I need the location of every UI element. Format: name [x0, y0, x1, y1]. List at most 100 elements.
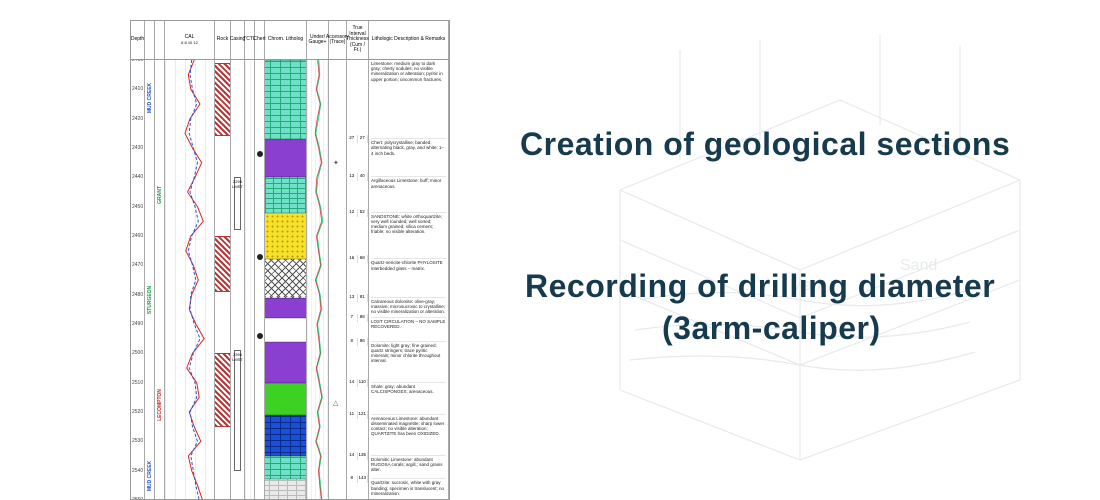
track-thickness: 2727 1340 1252 1668 1381 788 896 14110 11121 1413… — [347, 60, 369, 499]
headline-diameter: Recording of drilling diameter — [525, 268, 995, 305]
depth-tick: 2430 — [132, 145, 143, 151]
thickness-row: 896 — [347, 338, 368, 346]
litho-cell — [265, 60, 306, 139]
litho-cell — [265, 342, 306, 383]
litho-remark: Limestone: medium gray to dark gray; che… — [371, 60, 446, 139]
thickness-row: 1668 — [347, 255, 368, 263]
litho-remark: LOST CIRCULATION – NO SAMPLE RECOVERED. — [371, 318, 446, 341]
chert-dot — [257, 151, 263, 157]
ug-curve-ug1 — [316, 60, 323, 499]
litho-cell — [265, 213, 306, 260]
litho-remark: Dolomite: light gray; fine grained; quar… — [371, 342, 446, 383]
track-strat-b: GRANT LECOMPTON — [155, 60, 165, 499]
depth-tick: 2550 — [132, 497, 143, 499]
depth-tick: 2540 — [132, 468, 143, 474]
litho-remark: Shale: gray; abundant CALCISPONGES; aren… — [371, 383, 446, 415]
casing-label: 2396 LMST — [231, 352, 244, 362]
chert-dot — [257, 333, 263, 339]
headline-sections: Creation of geological sections — [520, 126, 1010, 163]
litho-remark: Dolomitic Limestone: abundant RUGOSA cor… — [371, 456, 446, 479]
litho-cell — [265, 479, 306, 499]
accessory-symbol: ✦ — [333, 159, 339, 167]
track-under-gauge — [307, 60, 329, 499]
litho-cell — [265, 177, 306, 212]
track-lithology — [265, 60, 307, 499]
depth-tick: 2480 — [132, 292, 143, 298]
thickness-row: 14110 — [347, 379, 368, 387]
depth-tick: 2520 — [132, 409, 143, 415]
track-tctl — [245, 60, 255, 499]
track-rock — [215, 60, 231, 499]
depth-tick: 2440 — [132, 174, 143, 180]
litho-remark: Calcareous dolomite: olive-gray; massive… — [371, 298, 446, 319]
hdr-thick: True Interval Thickness (Cum / Ft.) — [347, 21, 369, 59]
thickness-row: 1340 — [347, 173, 368, 181]
track-remarks: Limestone: medium gray to dark gray; che… — [369, 60, 449, 499]
thickness-row: 788 — [347, 314, 368, 322]
track-accessory: ✦△ — [329, 60, 347, 499]
depth-tick: 2420 — [132, 116, 143, 122]
strat-label: MUD CREEK — [147, 461, 153, 491]
log-body: 2400 2410 2420 2430 2440 2450 2460 2470 2480 2490… — [130, 60, 450, 500]
litho-remark: Arenaceous Limestone: abundant dissemina… — [371, 415, 446, 456]
strat-label: GRANT — [157, 186, 163, 204]
depth-tick: 2400 — [132, 60, 143, 63]
litho-remark: Chert: polycrystalline; banded; alternat… — [371, 139, 446, 177]
strat-label: STURGEON — [147, 286, 153, 314]
thickness-row: 1381 — [347, 294, 368, 302]
depth-tick: 2470 — [132, 262, 143, 268]
casing-label: 2296 LMST — [231, 179, 244, 189]
casing-run — [234, 350, 241, 470]
litho-cell — [265, 383, 306, 415]
litho-cell — [265, 318, 306, 341]
chert-dot — [257, 254, 263, 260]
thickness-row: 1252 — [347, 209, 368, 217]
thickness-row: 11121 — [347, 411, 368, 419]
track-chert — [255, 60, 265, 499]
track-depth: 2400 2410 2420 2430 2440 2450 2460 2470 2480 2490… — [131, 60, 145, 499]
litho-cell — [265, 456, 306, 479]
depth-tick: 2410 — [132, 86, 143, 92]
thickness-row: 14135 — [347, 452, 368, 460]
hdr-cal: CAL 6 8 10 12 — [165, 21, 215, 59]
log-header-row: Depth CAL 6 8 10 12 Rock Casing TCTL Che… — [130, 20, 450, 60]
hdr-acc: Accessory (Trace) — [329, 21, 347, 59]
depth-tick: 2530 — [132, 438, 143, 444]
background-3d-block-model: Marl Sand — [540, 30, 1080, 470]
track-casing: 2296 LMST 2396 LMST — [231, 60, 245, 499]
rock-hatch — [215, 353, 230, 426]
hdr-depth: Depth — [131, 21, 145, 59]
depth-tick: 2460 — [132, 233, 143, 239]
hdr-chert: Chert — [255, 21, 265, 59]
depth-tick: 2490 — [132, 321, 143, 327]
depth-tick: 2510 — [132, 380, 143, 386]
track-caliper — [165, 60, 215, 499]
rock-hatch — [215, 63, 230, 136]
strat-label: MUD CREEK — [147, 83, 153, 113]
strat-label: LECOMPTON — [157, 389, 163, 421]
litho-remark: Argillaceous Limestone: buff; minor aren… — [371, 177, 446, 212]
litho-cell — [265, 259, 306, 297]
hdr-litho: Chrom. Litholog — [265, 21, 307, 59]
headline-caliper: (3arm-caliper) — [662, 310, 881, 347]
caliper-curve-cal-red — [185, 60, 204, 499]
hdr-strat2 — [155, 21, 165, 59]
hdr-rock: Rock — [215, 21, 231, 59]
track-strat-a: MUD CREEK STURGEON MUD CREEK — [145, 60, 155, 499]
hdr-remarks: Lithologic Description & Remarks — [369, 21, 449, 59]
well-log-diagram: Depth CAL 6 8 10 12 Rock Casing TCTL Che… — [130, 20, 450, 500]
thickness-row: 8143 — [347, 475, 368, 483]
depth-tick: 2450 — [132, 204, 143, 210]
litho-remark: SANDSTONE: white orthoquartzite; very we… — [371, 213, 446, 260]
depth-tick: 2500 — [132, 350, 143, 356]
litho-cell — [265, 415, 306, 456]
hdr-cal-scale: 6 8 10 12 — [181, 41, 198, 45]
litho-cell — [265, 139, 306, 177]
rock-hatch — [215, 236, 230, 292]
hdr-strat1 — [145, 21, 155, 59]
litho-remark: Quartzite: sucrosic, white with gray ban… — [371, 479, 446, 499]
litho-cell — [265, 298, 306, 319]
litho-remark: Quartz-sericite-chlorite PHYLOSITE inter… — [371, 259, 446, 297]
thickness-row: 2727 — [347, 135, 368, 143]
accessory-symbol: △ — [333, 399, 338, 407]
